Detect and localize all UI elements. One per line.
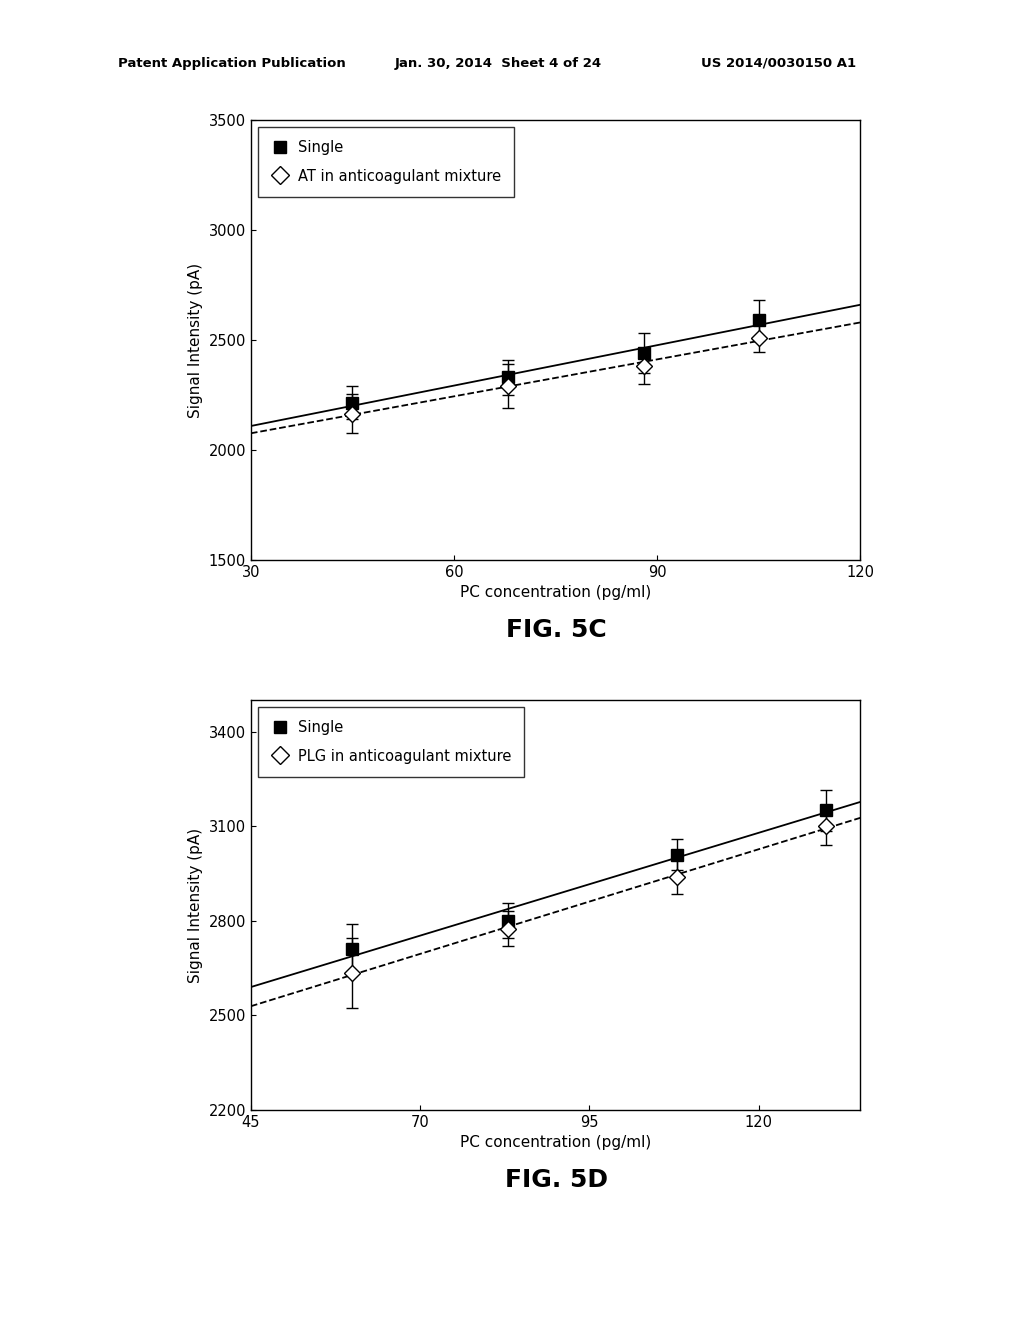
X-axis label: PC concentration (pg/ml): PC concentration (pg/ml): [460, 585, 651, 601]
Text: US 2014/0030150 A1: US 2014/0030150 A1: [701, 57, 856, 70]
X-axis label: PC concentration (pg/ml): PC concentration (pg/ml): [460, 1135, 651, 1151]
Text: FIG. 5D: FIG. 5D: [505, 1168, 607, 1192]
Legend: Single, PLG in anticoagulant mixture: Single, PLG in anticoagulant mixture: [258, 708, 524, 776]
Text: Jan. 30, 2014  Sheet 4 of 24: Jan. 30, 2014 Sheet 4 of 24: [394, 57, 601, 70]
Y-axis label: Signal Intensity (pA): Signal Intensity (pA): [188, 828, 203, 982]
Text: Patent Application Publication: Patent Application Publication: [118, 57, 345, 70]
Text: FIG. 5C: FIG. 5C: [506, 618, 606, 642]
Y-axis label: Signal Intensity (pA): Signal Intensity (pA): [188, 263, 203, 417]
Legend: Single, AT in anticoagulant mixture: Single, AT in anticoagulant mixture: [258, 127, 514, 197]
